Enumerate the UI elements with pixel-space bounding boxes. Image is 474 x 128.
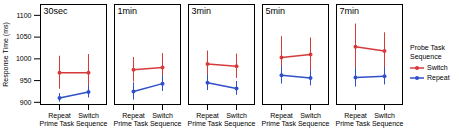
svg-text:950: 950: [20, 77, 32, 84]
svg-text:Response Time (ms): Response Time (ms): [2, 22, 10, 87]
svg-text:Switch: Switch: [226, 112, 247, 119]
svg-text:3min: 3min: [192, 6, 212, 16]
svg-text:1000: 1000: [16, 55, 32, 62]
svg-text:Repeat: Repeat: [344, 112, 367, 120]
html-text:Switch: Switch: [427, 64, 448, 72]
html-text:Sequence: Sequence: [410, 52, 442, 60]
svg-text:5min: 5min: [266, 6, 286, 16]
svg-text:Switch: Switch: [374, 112, 395, 119]
svg-text:Prime Task Sequence: Prime Task Sequence: [40, 120, 108, 128]
svg-text:Switch: Switch: [78, 112, 99, 119]
svg-text:30sec: 30sec: [44, 6, 69, 16]
svg-text:Repeat: Repeat: [196, 112, 219, 120]
svg-text:Switch: Switch: [300, 112, 321, 119]
svg-text:Repeat: Repeat: [270, 112, 293, 120]
svg-text:Prime Task Sequence: Prime Task Sequence: [114, 120, 182, 128]
svg-text:1100: 1100: [16, 12, 31, 19]
svg-text:1min: 1min: [118, 6, 138, 16]
svg-text:1050: 1050: [16, 33, 32, 40]
svg-text:Switch: Switch: [152, 112, 173, 119]
svg-text:Repeat: Repeat: [48, 112, 71, 120]
svg-text:Repeat: Repeat: [122, 112, 145, 120]
svg-text:Prime Task Sequence: Prime Task Sequence: [336, 120, 404, 128]
svg-text:900: 900: [20, 99, 32, 106]
html-text:Repeat: Repeat: [427, 74, 450, 82]
svg-text:Prime Task Sequence: Prime Task Sequence: [262, 120, 330, 128]
svg-text:Prime Task Sequence: Prime Task Sequence: [188, 120, 256, 128]
svg-text:7min: 7min: [340, 6, 360, 16]
html-text:Probe Task: Probe Task: [410, 44, 445, 52]
